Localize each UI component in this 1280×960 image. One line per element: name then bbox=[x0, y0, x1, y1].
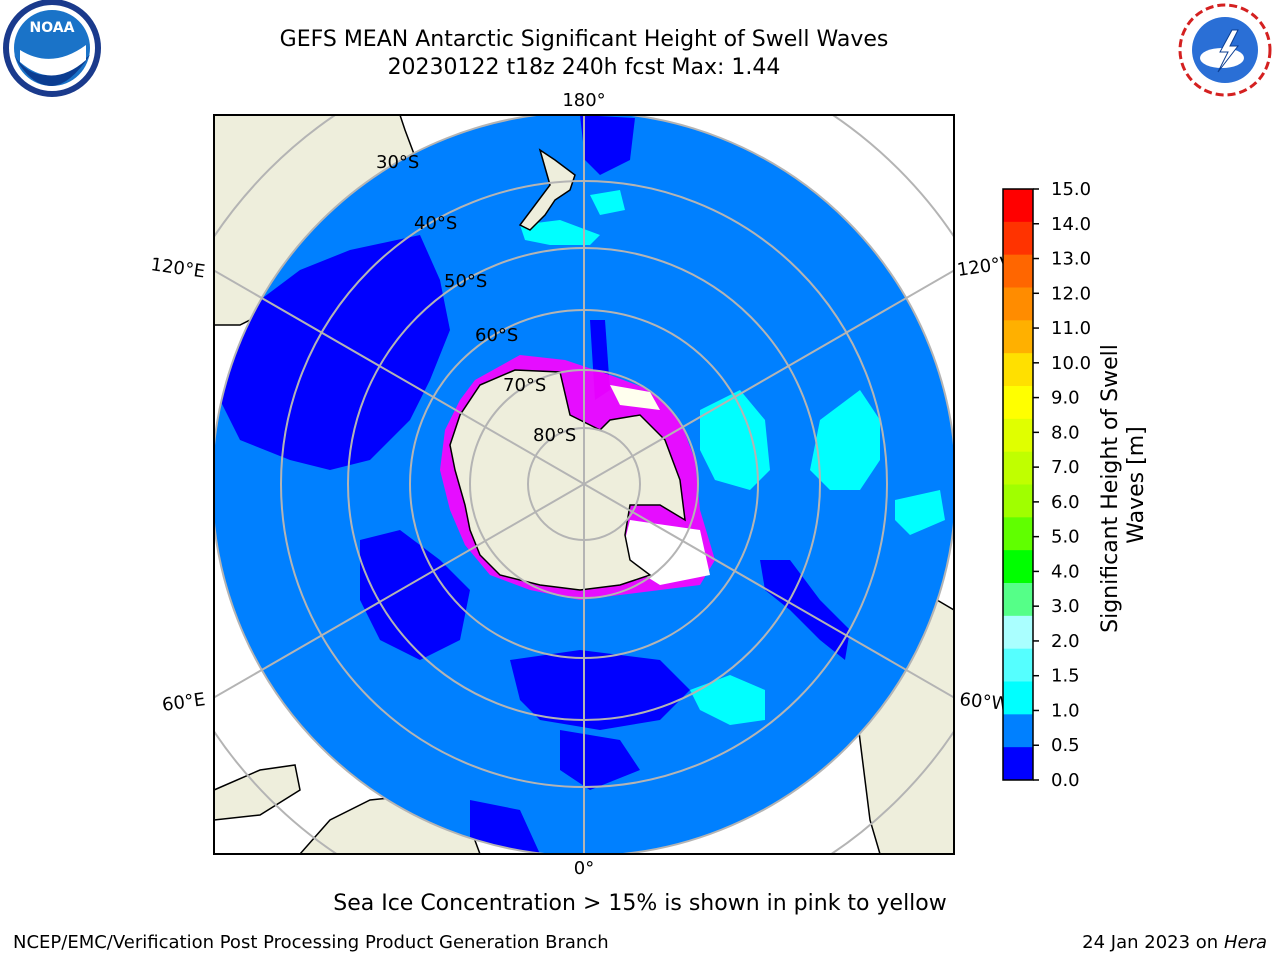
colorbar-tick-label: 2.0 bbox=[1051, 631, 1080, 652]
lat-label-40s: 40°S bbox=[414, 213, 457, 234]
antarctica-land bbox=[449, 369, 686, 591]
colorbar-swatch bbox=[1003, 418, 1033, 453]
swell-low-region bbox=[580, 115, 635, 175]
madagascar-land bbox=[214, 764, 301, 821]
swell-mid-region bbox=[590, 190, 625, 215]
colorbar-swatch bbox=[1003, 550, 1033, 584]
lat-label-80s: 80°S bbox=[533, 425, 576, 446]
map-caption: Sea Ice Concentration > 15% is shown in … bbox=[333, 891, 947, 916]
national-weather-service-logo bbox=[1178, 3, 1272, 97]
lon-label-60w: 60°W bbox=[958, 689, 1010, 715]
colorbar-tick-label: 10.0 bbox=[1051, 353, 1091, 374]
colorbar-swatch bbox=[1003, 648, 1033, 682]
swell-low-region bbox=[560, 730, 640, 790]
new-zealand-land bbox=[518, 148, 576, 231]
colorbar-swatch bbox=[1003, 320, 1033, 354]
colorbar-swatch bbox=[1003, 747, 1033, 781]
colorbar-swatch bbox=[1003, 451, 1033, 485]
colorbar-label: Significant Height of Swell Waves [m] bbox=[1098, 337, 1149, 633]
colorbar-swatch bbox=[1003, 287, 1033, 321]
colorbar-tick-label: 8.0 bbox=[1051, 422, 1080, 443]
noaa-logo-text: NOAA bbox=[30, 20, 75, 36]
swell-low-region bbox=[470, 800, 540, 854]
colorbar-swatch bbox=[1003, 583, 1033, 617]
chart-title: GEFS MEAN Antarctic Significant Height o… bbox=[279, 27, 889, 52]
footer-date: 24 Jan 2023 on Hera bbox=[1082, 932, 1267, 953]
colorbar-label-line1: Significant Height of Swell bbox=[1098, 344, 1123, 633]
lat-label-60s: 60°S bbox=[475, 325, 518, 346]
swell-low-region bbox=[220, 235, 450, 470]
lat-label-50s: 50°S bbox=[444, 271, 487, 292]
colorbar-swatch bbox=[1003, 254, 1033, 288]
colorbar-tick-label: 4.0 bbox=[1051, 561, 1080, 582]
swell-low-region bbox=[760, 560, 850, 660]
colorbar-tick-label: 12.0 bbox=[1051, 283, 1091, 304]
colorbar-swatch bbox=[1003, 353, 1033, 387]
colorbar-tick-label: 6.0 bbox=[1051, 492, 1080, 513]
footer-date-text: 24 Jan 2023 on bbox=[1082, 932, 1224, 953]
footer-machine: Hera bbox=[1223, 932, 1267, 953]
swell-mid-region bbox=[810, 390, 880, 490]
lon-label-60e: 60°E bbox=[161, 689, 207, 716]
swell-mid-region bbox=[700, 390, 770, 490]
lat-label-70s: 70°S bbox=[503, 375, 546, 396]
lon-label-120e: 120°E bbox=[149, 254, 206, 282]
colorbar-tick-label: 1.0 bbox=[1051, 700, 1080, 721]
colorbar-swatch bbox=[1003, 517, 1033, 551]
footer-branch: NCEP/EMC/Verification Post Processing Pr… bbox=[13, 932, 609, 953]
colorbar-swatch bbox=[1003, 386, 1033, 420]
colorbar-swatch bbox=[1003, 615, 1033, 650]
swell-low-region bbox=[360, 530, 470, 660]
colorbar-tick-label: 3.0 bbox=[1051, 596, 1080, 617]
colorbar-frame bbox=[1002, 188, 1034, 781]
colorbar-label-line2: Waves [m] bbox=[1124, 426, 1149, 543]
colorbar-tick-label: 9.0 bbox=[1051, 388, 1080, 409]
swell-mid-region bbox=[520, 220, 600, 245]
colorbar-tick-label: 1.5 bbox=[1051, 666, 1080, 687]
swell-mid-region bbox=[895, 490, 945, 535]
map-frame bbox=[213, 114, 955, 855]
graticule bbox=[214, 115, 954, 854]
colorbar-tick-label: 0.0 bbox=[1051, 770, 1080, 791]
chart-subtitle: 20230122 t18z 240h fcst Max: 1.44 bbox=[387, 55, 781, 80]
colorbar-swatch bbox=[1003, 189, 1033, 223]
swell-low-region bbox=[510, 650, 690, 730]
sea-ice-inner bbox=[610, 385, 660, 410]
lat-label-30s: 30°S bbox=[376, 152, 419, 173]
colorbar-swatch bbox=[1003, 714, 1033, 748]
colorbar-tick-label: 11.0 bbox=[1051, 318, 1091, 339]
noaa-logo: NOAA bbox=[2, 0, 102, 98]
colorbar-tick-label: 13.0 bbox=[1051, 249, 1091, 270]
colorbar: 15.0 14.0 13.0 12.0 11.0 10.0 9.0 8.0 7.0 6.0 5.0 4… bbox=[1002, 179, 1091, 791]
colorbar-swatch bbox=[1003, 484, 1033, 518]
lon-label-180: 180° bbox=[562, 90, 605, 111]
colorbar-swatch bbox=[1003, 221, 1033, 256]
colorbar-tick-label: 15.0 bbox=[1051, 179, 1091, 200]
colorbar-tick-label: 7.0 bbox=[1051, 457, 1080, 478]
colorbar-tick-label: 5.0 bbox=[1051, 527, 1080, 548]
lon-label-0: 0° bbox=[574, 858, 594, 879]
colorbar-tick-label: 14.0 bbox=[1051, 214, 1091, 235]
colorbar-swatch bbox=[1003, 681, 1033, 715]
colorbar-tick-label: 0.5 bbox=[1051, 735, 1080, 756]
swell-mid-region bbox=[690, 675, 765, 725]
